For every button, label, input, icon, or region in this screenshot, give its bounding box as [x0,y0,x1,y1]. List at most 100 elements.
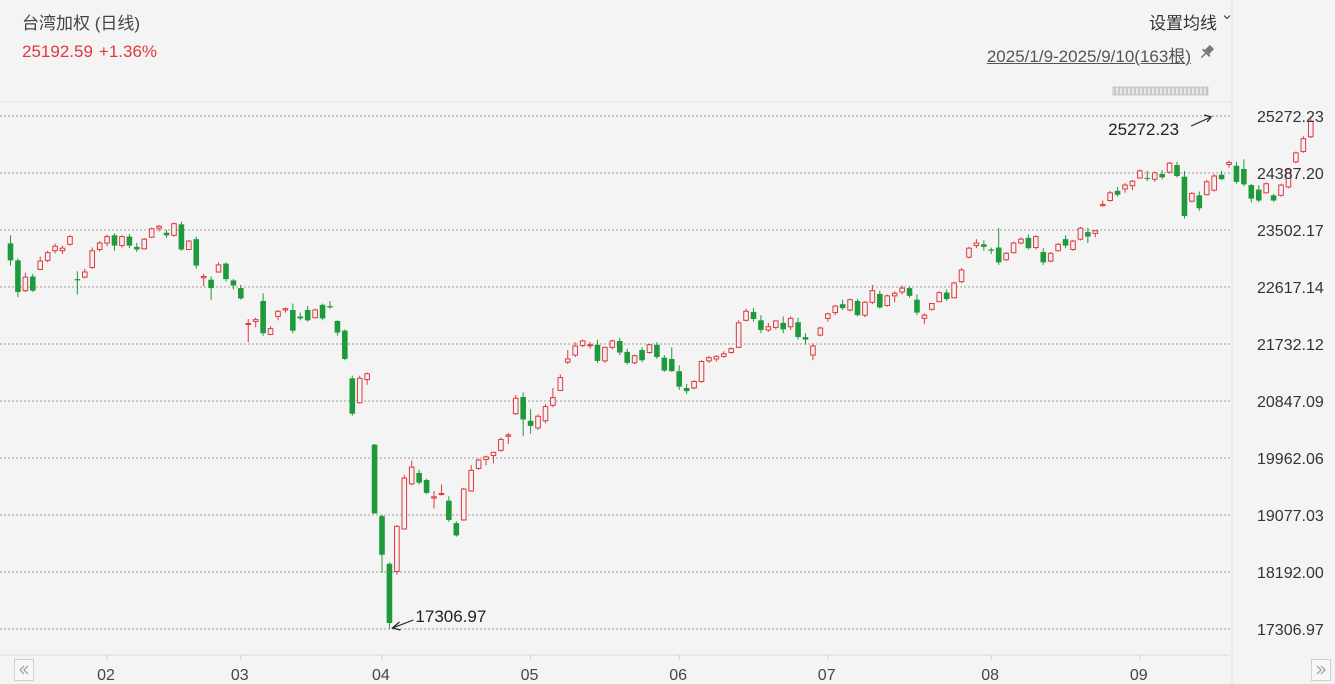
candle [1174,161,1180,178]
candle [1270,194,1277,202]
x-tick-label: 02 [97,667,115,684]
candle-body [951,282,957,299]
chevron-down-icon[interactable] [1223,13,1231,21]
candle-body [193,239,200,266]
candle [1278,183,1284,197]
candle-body [602,346,608,362]
candle-body [141,238,148,250]
candle-body [394,525,400,572]
candle [349,375,356,416]
candle [215,262,222,273]
double-chevron-right-icon [1316,665,1326,675]
candle [498,437,504,452]
candle-body [564,358,571,363]
candle [163,230,170,238]
candle-body [609,340,616,348]
candle-body [973,242,980,247]
candle-body [1233,165,1240,182]
candle-body [512,397,519,415]
candle-body [163,232,170,236]
candle-body [891,292,898,297]
candle [1122,183,1128,193]
candle [795,317,801,340]
candle-body [416,472,422,483]
scroll-left-button[interactable] [14,659,34,681]
candle-body [1107,192,1113,202]
candle-body [460,488,467,521]
candle-body [1137,170,1143,179]
candle-body [772,320,779,328]
candle [1092,230,1099,238]
candle [52,243,58,254]
candle [297,312,304,321]
candle-body [319,304,326,319]
candle [1085,227,1091,244]
scroll-right-button[interactable] [1311,659,1331,681]
candle [1285,168,1292,189]
candle [208,276,214,300]
candle [29,273,36,292]
candle-body [505,434,512,437]
candle-body [832,305,839,314]
candle [1040,248,1047,265]
candle-body [208,279,214,289]
candle-body [966,247,972,258]
candle [260,293,266,336]
candle [1151,171,1158,182]
candle [59,245,66,254]
candle-body [624,351,630,363]
candle-body [15,260,21,292]
candle [290,303,296,334]
pin-icon[interactable] [1197,42,1217,62]
candle-body [1114,190,1121,195]
candle [1055,243,1061,252]
candle-body [1122,184,1128,190]
candle-body [1077,227,1084,240]
x-tick-label: 08 [981,667,999,684]
candle [1300,136,1307,153]
candle-body [572,345,578,356]
candle [304,306,311,322]
candle-body [238,288,244,299]
candle-body [431,496,437,499]
candle [1203,179,1210,196]
candle [891,291,898,303]
candle-body [1211,175,1217,191]
grid-lines [0,115,1230,630]
candle-body [728,348,735,354]
candle [141,237,148,250]
candle [1018,237,1024,245]
candle-body [52,245,58,252]
candle [1137,169,1143,179]
candle-body [862,301,868,316]
zoom-slider[interactable] [1112,86,1209,96]
candle [96,241,103,252]
candle [1144,170,1151,182]
candle [1070,239,1076,251]
candle-body [96,242,103,250]
candle-body [676,371,682,387]
candle [334,320,341,336]
candle [267,326,274,336]
candle-body [1196,195,1203,209]
date-range-link[interactable]: 2025/1/9-2025/9/10(163根) [986,47,1191,66]
candle [111,233,118,251]
low-arrow-head [391,621,401,631]
candle-body [260,300,266,334]
candle [542,404,549,424]
moving-average-settings-button[interactable]: 设置均线 [1149,14,1217,33]
candle [490,451,497,464]
candle [1166,161,1173,174]
candle [981,240,987,251]
candle-body [706,357,712,362]
candle [89,247,96,269]
candle-body [1159,174,1165,178]
candle-body [587,344,593,347]
candle-body [1270,195,1277,201]
candle [1099,200,1106,207]
candle-body [825,313,831,319]
candle [126,234,133,249]
zoom-slider-track[interactable] [1112,86,1209,96]
candle [416,469,422,485]
